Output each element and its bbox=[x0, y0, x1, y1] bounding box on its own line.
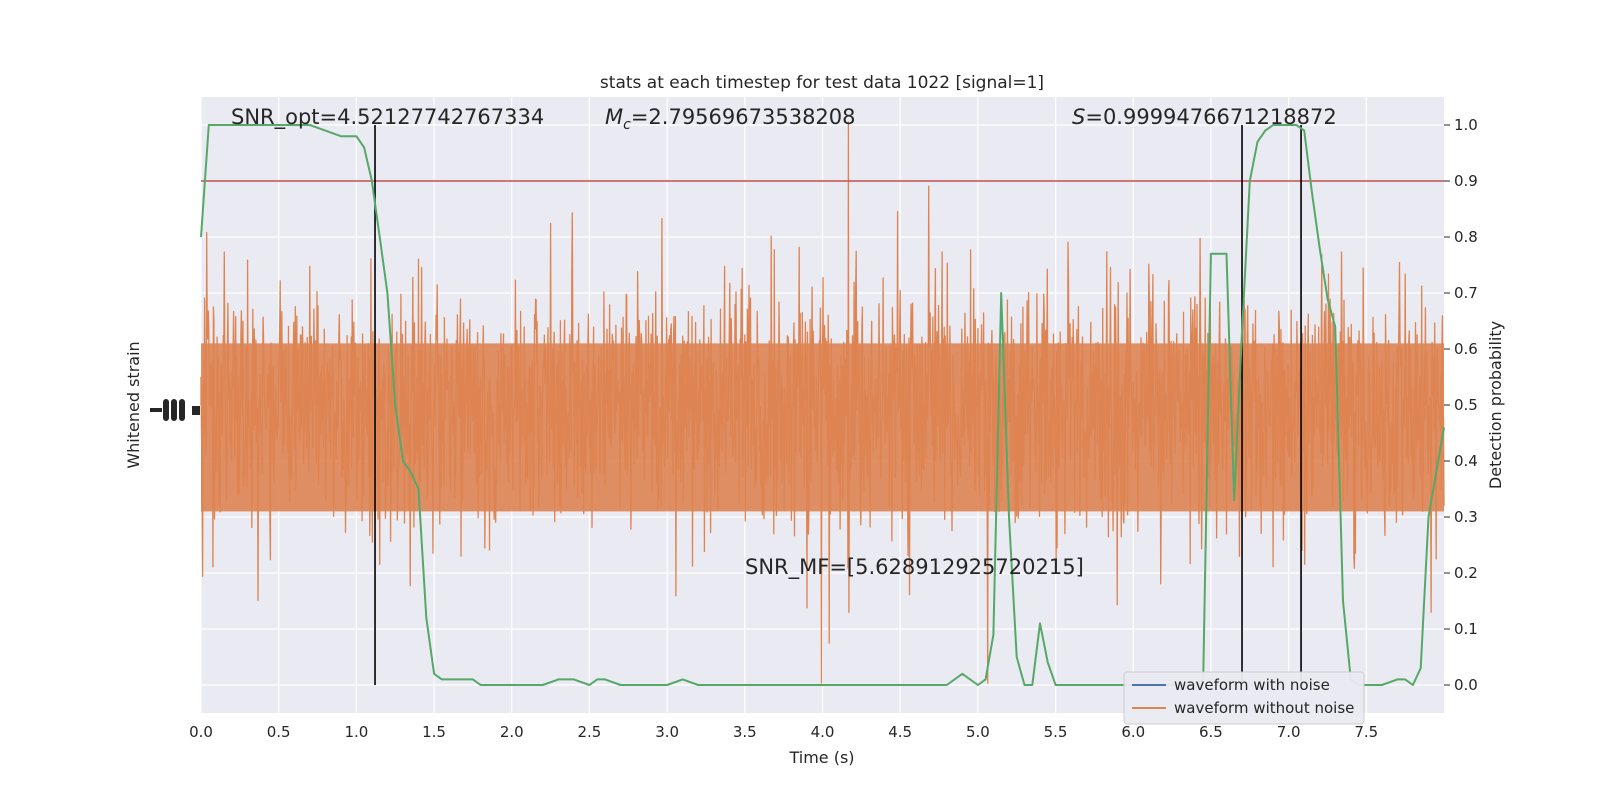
right-axis-label: Detection probability bbox=[1486, 321, 1505, 489]
right-tick-label: 0.7 bbox=[1454, 284, 1478, 302]
legend-label-without-noise: waveform without noise bbox=[1174, 699, 1354, 717]
x-tick-label: 0.0 bbox=[189, 723, 213, 741]
x-tick-label: 7.0 bbox=[1277, 723, 1301, 741]
x-tick-label: 5.0 bbox=[966, 723, 990, 741]
snr-opt-annotation: SNR_opt=4.52127742767334 bbox=[231, 105, 544, 130]
x-tick-label: 3.5 bbox=[733, 723, 757, 741]
right-tick-label: 0.4 bbox=[1454, 452, 1478, 470]
detection-probability-line bbox=[200, 124, 1445, 686]
x-tick-label: 1.5 bbox=[422, 723, 446, 741]
right-tick-label: 0.3 bbox=[1454, 508, 1478, 526]
x-tick-label: 0.5 bbox=[267, 723, 291, 741]
left-tick-cluster bbox=[150, 399, 200, 421]
x-tick-label: 6.5 bbox=[1199, 723, 1223, 741]
overlay-lines bbox=[200, 124, 1445, 686]
strain-dense-band bbox=[201, 343, 1444, 512]
right-tick-label: 0.9 bbox=[1454, 172, 1478, 190]
x-tick-label: 4.5 bbox=[888, 723, 912, 741]
x-tick-label: 5.5 bbox=[1044, 723, 1068, 741]
right-tick-label: 0.6 bbox=[1454, 340, 1478, 358]
right-tick-label: 0.0 bbox=[1454, 676, 1478, 694]
x-tick-label: 7.5 bbox=[1354, 723, 1378, 741]
right-tick-label: 0.8 bbox=[1454, 228, 1478, 246]
x-axis-label: Time (s) bbox=[788, 748, 854, 767]
right-tick-label: 1.0 bbox=[1454, 116, 1478, 134]
chart-title: stats at each timestep for test data 102… bbox=[600, 73, 1044, 93]
x-tick-label: 4.0 bbox=[811, 723, 835, 741]
right-tick-label: 0.5 bbox=[1454, 396, 1478, 414]
x-tick-label: 3.0 bbox=[655, 723, 679, 741]
legend-box bbox=[1123, 671, 1365, 725]
right-tick-labels: 0.0 0.1 0.2 0.3 0.4 0.5 0.6 0.7 0.8 0.9 1.0 bbox=[1444, 116, 1478, 694]
x-tick-label: 1.0 bbox=[344, 723, 368, 741]
chirp-mass-annotation: Mc=2.79569673538208 bbox=[605, 105, 856, 133]
right-tick-label: 0.2 bbox=[1454, 564, 1478, 582]
x-tick-label: 2.5 bbox=[578, 723, 602, 741]
x-tick-labels: 0.0 0.5 1.0 1.5 2.0 2.5 3.0 3.5 4.0 4.5 5.0 5.5 6.0 6… bbox=[189, 723, 1378, 741]
x-tick-label: 6.0 bbox=[1121, 723, 1145, 741]
legend: waveform with noise waveform without noi… bbox=[1123, 671, 1365, 725]
snr-mf-annotation: SNR_MF=[5.628912925720215] bbox=[745, 555, 1084, 580]
s-annotation: S=0.9999476671218872 bbox=[1072, 105, 1337, 129]
left-axis-label: Whitened strain bbox=[124, 341, 143, 468]
x-tick-label: 2.0 bbox=[500, 723, 524, 741]
right-tick-label: 0.1 bbox=[1454, 620, 1478, 638]
legend-label-with-noise: waveform with noise bbox=[1174, 676, 1330, 694]
